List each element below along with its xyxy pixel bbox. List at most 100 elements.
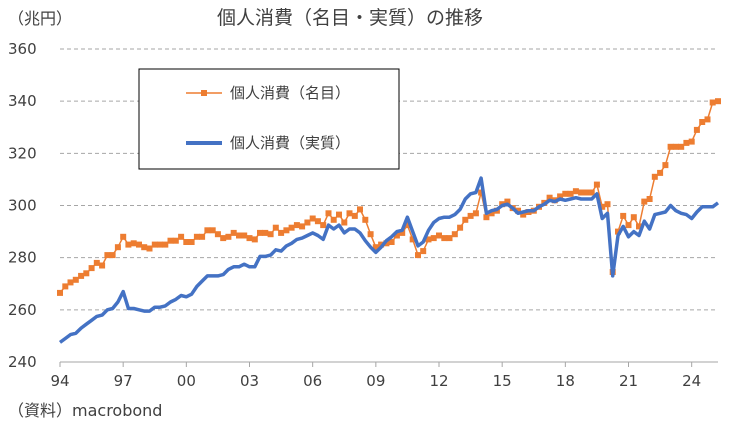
data-point-nominal [309,215,316,222]
data-point-nominal [546,194,553,201]
chart-title: 個人消費（名目・実質）の推移 [217,7,483,29]
data-point-nominal [67,279,74,286]
x-tick-label: 18 [556,372,575,390]
data-point-nominal [57,289,63,296]
legend-label-real: 個人消費（実質） [230,134,350,152]
data-point-nominal [120,233,127,240]
data-point-nominal [325,210,332,217]
y-tick-label: 300 [8,197,37,215]
data-point-nominal [662,162,669,169]
data-point-nominal [172,237,179,244]
x-tick-label: 97 [114,372,133,390]
data-point-nominal [193,233,200,240]
data-point-nominal [625,222,632,229]
data-point-nominal [672,143,679,150]
data-point-nominal [588,189,595,196]
data-point-nominal [409,236,416,243]
x-tick-label: 12 [429,372,448,390]
data-point-nominal [130,240,137,247]
data-point-nominal [299,223,306,230]
data-point-nominal [109,252,116,259]
data-point-nominal [330,216,337,223]
x-tick-label: 21 [619,372,638,390]
y-tick-label: 240 [8,353,37,371]
data-point-nominal [283,227,290,234]
data-point-nominal [351,212,358,219]
data-point-nominal [404,222,411,229]
data-point-nominal [430,235,437,242]
data-point-nominal [651,173,658,180]
data-point-nominal [246,235,253,242]
data-point-nominal [557,193,564,200]
data-point-nominal [562,190,569,197]
data-point-nominal [225,233,232,240]
data-point-nominal [641,198,648,205]
y-tick-label: 340 [8,92,37,110]
data-point-nominal [272,224,279,231]
x-tick-label: 09 [366,372,385,390]
data-point-nominal [372,244,379,251]
data-point-nominal [230,229,237,236]
data-point-nominal [646,196,653,202]
data-point-nominal [314,218,321,225]
x-axis-ticks: 94 97 00 03 06 09 12 15 18 21 24 [50,362,701,390]
data-point-nominal [436,232,442,239]
data-point-nominal [415,252,421,259]
data-point-nominal [178,233,185,240]
data-point-nominal [567,190,574,197]
data-point-nominal [146,245,153,252]
data-point-nominal [572,188,579,195]
data-point-nominal [114,244,121,251]
x-tick-label: 15 [493,372,512,390]
data-point-nominal [199,233,206,240]
data-point-nominal [136,241,142,248]
data-point-nominal [520,211,527,218]
data-point-nominal [62,283,69,290]
data-point-nominal [620,212,627,219]
data-point-nominal [688,138,695,145]
data-point-nominal [151,241,158,248]
data-point-nominal [72,276,79,283]
data-point-nominal [367,231,374,238]
data-point-nominal [188,239,195,245]
x-tick-label: 00 [177,372,196,390]
data-point-nominal [341,219,348,226]
data-point-nominal [236,232,242,239]
data-point-nominal [630,214,637,221]
data-point-nominal [715,98,721,105]
data-point-nominal [320,222,327,229]
source-note: （資料）macrobond [8,401,162,420]
data-point-nominal [451,231,458,238]
data-point-nominal [388,239,395,245]
data-point-nominal [214,231,221,238]
data-point-nominal [293,222,300,229]
data-point-nominal [636,223,642,230]
data-point-nominal [709,99,716,106]
data-point-nominal [141,244,148,251]
data-point-nominal [683,139,690,146]
data-point-nominal [599,203,606,210]
data-point-nominal [304,219,311,226]
data-point-nominal [183,239,190,245]
data-point-nominal [704,116,711,123]
data-point-nominal [604,201,611,208]
y-tick-label: 360 [8,40,37,58]
series-lines [57,98,721,344]
data-point-nominal [583,189,590,196]
data-point-nominal [504,198,511,205]
data-point-nominal [220,235,227,242]
legend-label-nominal: 個人消費（名目） [230,84,350,102]
data-point-nominal [699,119,706,125]
data-point-nominal [83,270,90,277]
data-point-nominal [420,248,427,255]
data-point-nominal [457,224,464,231]
data-point-nominal [462,216,469,223]
y-tick-label: 280 [8,249,37,267]
data-point-nominal [362,216,369,223]
data-point-nominal [515,207,521,214]
data-point-nominal [593,181,600,188]
data-point-nominal [257,229,263,236]
data-point-nominal [483,214,490,221]
unit-label: （兆円） [8,9,72,28]
x-tick-label: 03 [240,372,259,390]
